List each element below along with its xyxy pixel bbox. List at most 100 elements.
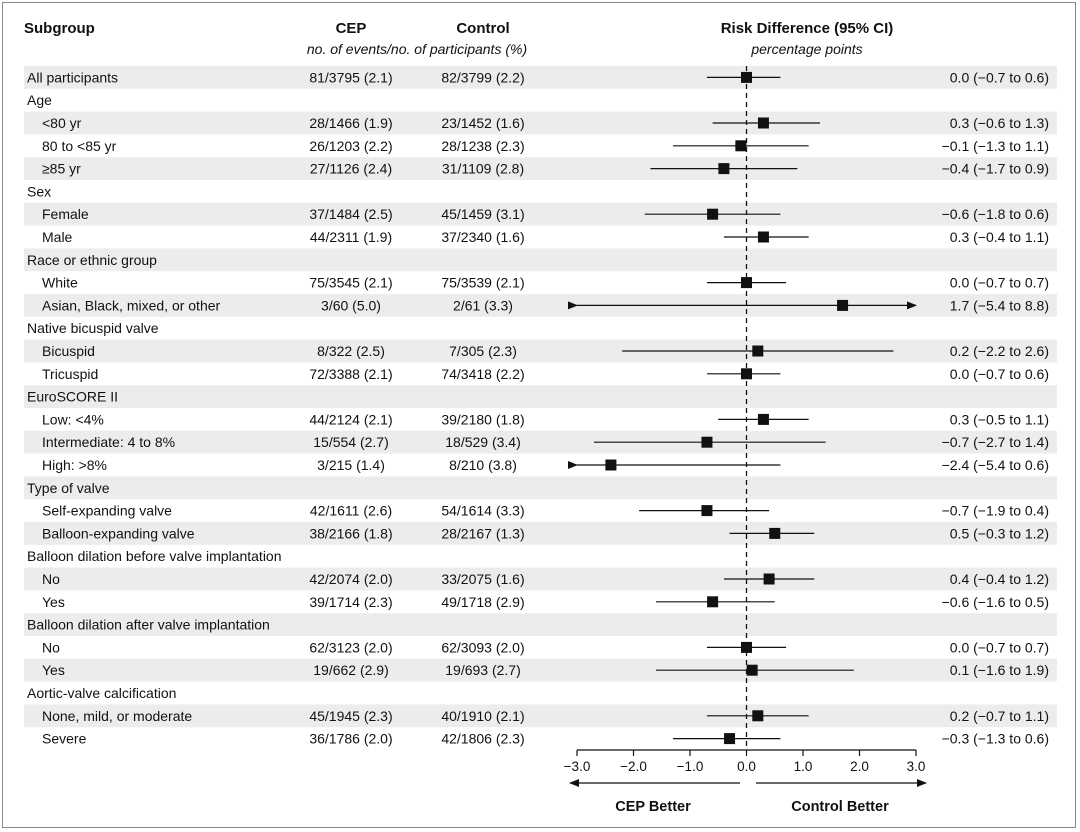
risk-units-note: percentage points xyxy=(750,41,862,57)
x-tick-label: −1.0 xyxy=(677,759,704,774)
row-shade xyxy=(24,613,1057,636)
group-label: Type of valve xyxy=(27,480,110,496)
control-count: 75/3539 (2.1) xyxy=(441,275,524,291)
point-estimate xyxy=(757,117,769,129)
row-shade xyxy=(24,339,1057,363)
risk-difference-value: 0.0 (−0.7 to 0.7) xyxy=(950,639,1049,655)
subgroup-label: ≥85 yr xyxy=(42,161,81,177)
subgroup-label: All participants xyxy=(27,69,118,85)
control-header: Control xyxy=(456,20,509,37)
control-count: 39/2180 (1.8) xyxy=(441,411,524,427)
cep-better-label: CEP Better xyxy=(615,799,691,815)
cep-header: CEP xyxy=(336,20,367,37)
risk-difference-value: 1.7 (−5.4 to 8.8) xyxy=(950,297,1049,313)
control-count: 74/3418 (2.2) xyxy=(441,366,524,382)
control-count: 8/210 (3.8) xyxy=(449,457,517,473)
risk-difference-value: 0.2 (−2.2 to 2.6) xyxy=(950,343,1049,359)
cep-count: 37/1484 (2.5) xyxy=(309,206,392,222)
subgroup-header: Subgroup xyxy=(24,20,95,37)
subgroup-label: Yes xyxy=(42,662,65,678)
row-shade xyxy=(24,522,1057,545)
cep-count: 36/1786 (2.0) xyxy=(309,731,392,747)
cep-count: 45/1945 (2.3) xyxy=(309,708,392,724)
x-tick-label: −2.0 xyxy=(620,759,647,774)
point-estimate xyxy=(718,163,730,175)
subgroup-label: Balloon-expanding valve xyxy=(42,525,195,541)
control-better-label: Control Better xyxy=(791,799,889,815)
x-tick-label: 2.0 xyxy=(850,759,869,774)
control-count: 7/305 (2.3) xyxy=(449,343,517,359)
subgroup-label: Low: <4% xyxy=(42,411,104,427)
point-estimate xyxy=(752,345,764,357)
risk-difference-value: −0.4 (−1.7 to 0.9) xyxy=(942,161,1049,177)
cep-count: 44/2124 (2.1) xyxy=(309,411,392,427)
group-label: Race or ethnic group xyxy=(27,252,157,268)
row-shading xyxy=(24,66,1057,728)
row-shade xyxy=(24,157,1057,180)
group-label: Balloon dilation before valve implantati… xyxy=(27,548,282,564)
control-count: 42/1806 (2.3) xyxy=(441,731,524,747)
point-estimate xyxy=(763,573,775,585)
cep-count: 38/2166 (1.8) xyxy=(309,525,392,541)
point-estimate xyxy=(707,208,719,220)
subgroup-label: Female xyxy=(42,206,89,222)
control-count: 2/61 (3.3) xyxy=(453,297,513,313)
point-estimate xyxy=(741,641,752,653)
risk-difference-value: 0.0 (−0.7 to 0.6) xyxy=(950,69,1049,85)
point-estimate xyxy=(707,596,719,608)
subgroup-label: Intermediate: 4 to 8% xyxy=(42,434,175,450)
cep-count: 72/3388 (2.1) xyxy=(309,366,392,382)
control-count: 18/529 (3.4) xyxy=(445,434,521,450)
row-shade xyxy=(24,294,1057,317)
risk-difference-value: −2.4 (−5.4 to 0.6) xyxy=(942,457,1049,473)
cep-count: 27/1126 (2.4) xyxy=(310,161,392,177)
subgroup-label: Male xyxy=(42,229,73,245)
cep-count: 62/3123 (2.0) xyxy=(309,639,392,655)
point-estimate xyxy=(837,299,849,311)
subgroup-label: Bicuspid xyxy=(42,343,95,359)
control-count: 82/3799 (2.2) xyxy=(441,69,524,85)
risk-difference-value: −0.7 (−2.7 to 1.4) xyxy=(942,434,1049,450)
control-count: 23/1452 (1.6) xyxy=(441,115,524,131)
risk-difference-value: 0.3 (−0.4 to 1.1) xyxy=(950,229,1049,245)
cep-count: 15/554 (2.7) xyxy=(313,434,389,450)
row-shade xyxy=(24,658,1057,682)
control-count: 31/1109 (2.8) xyxy=(442,161,524,177)
risk-difference-value: 0.3 (−0.6 to 1.3) xyxy=(950,115,1049,131)
cep-count: 44/2311 (1.9) xyxy=(310,229,392,245)
row-shade xyxy=(24,567,1057,591)
cep-count: 19/662 (2.9) xyxy=(313,662,389,678)
point-estimate xyxy=(752,710,764,722)
x-tick-label: −3.0 xyxy=(564,759,591,774)
risk-difference-value: 0.1 (−1.6 to 1.9) xyxy=(950,662,1049,678)
subgroup-label: <80 yr xyxy=(42,115,82,131)
cep-count: 42/2074 (2.0) xyxy=(309,571,392,587)
row-shade xyxy=(24,704,1057,728)
risk-difference-value: −0.6 (−1.8 to 0.6) xyxy=(942,206,1049,222)
subgroup-label: 80 to <85 yr xyxy=(42,138,117,154)
control-count: 37/2340 (1.6) xyxy=(441,229,524,245)
risk-difference-value: 0.4 (−0.4 to 1.2) xyxy=(950,571,1049,587)
x-axis: −3.0 −2.0 −1.0 0.0 1.0 2.0 3.0 xyxy=(564,749,925,774)
subgroup-label: Tricuspid xyxy=(42,366,98,382)
subgroup-label: White xyxy=(42,275,78,291)
row-shade xyxy=(24,111,1057,135)
row-shade xyxy=(24,66,1057,89)
x-tick-label: 0.0 xyxy=(737,759,756,774)
control-count: 49/1718 (2.9) xyxy=(441,594,524,610)
counts-note: no. of events/no. of participants (%) xyxy=(307,41,527,57)
cep-count: 3/60 (5.0) xyxy=(321,297,381,313)
table-rows: All participants 81/3795 (2.1) 82/3799 (2.… xyxy=(27,69,1049,746)
risk-difference-value: 0.3 (−0.5 to 1.1) xyxy=(950,411,1049,427)
cep-count: 42/1611 (2.6) xyxy=(310,503,392,519)
subgroup-label: Severe xyxy=(42,731,87,747)
subgroup-label: None, mild, or moderate xyxy=(42,708,192,724)
risk-difference-value: 0.0 (−0.7 to 0.6) xyxy=(950,366,1049,382)
row-shade xyxy=(24,385,1057,408)
subgroup-label: High: >8% xyxy=(42,457,107,473)
point-estimate xyxy=(746,664,758,676)
subgroup-label: No xyxy=(42,571,60,587)
row-shade xyxy=(24,202,1057,226)
point-estimate xyxy=(701,505,713,517)
